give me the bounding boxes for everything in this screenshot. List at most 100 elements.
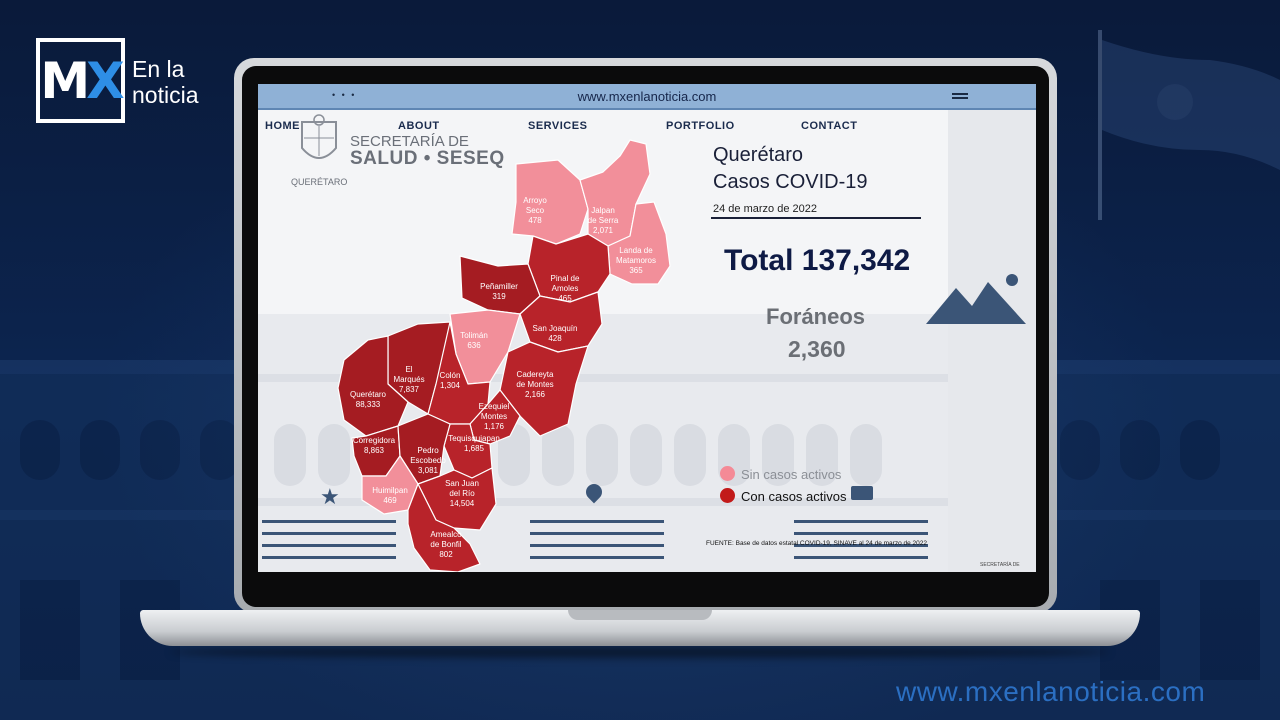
region-label: Jalpan de Serra 2,071 bbox=[588, 206, 619, 236]
region-label-value: 1,176 bbox=[483, 422, 505, 431]
region-label: San Joaquín 428 bbox=[533, 324, 578, 344]
info-title: Querétaro Casos COVID-19 bbox=[713, 142, 868, 196]
nav-contact[interactable]: CONTACT bbox=[801, 120, 858, 132]
legend-inactive-label: Sin casos activos bbox=[741, 467, 842, 482]
region-label: Colón 1,304 bbox=[440, 371, 461, 391]
region-label-value: 319 bbox=[492, 292, 506, 301]
region-label-name1: El bbox=[405, 365, 413, 374]
region-amealco[interactable] bbox=[407, 483, 481, 572]
region-label: Cadereyta de Montes 2,166 bbox=[516, 370, 553, 400]
nav-about[interactable]: ABOUT bbox=[398, 120, 440, 132]
region-label-value: 478 bbox=[528, 216, 542, 225]
region-label-name1: Tolimán bbox=[460, 331, 488, 340]
logo-mark: MX bbox=[40, 51, 124, 110]
laptop-screen: • • • www.mxenlanoticia.com HOME ABOUT S… bbox=[258, 84, 1036, 572]
region-label-name2: Matamoros bbox=[615, 256, 657, 265]
info-divider bbox=[711, 217, 921, 219]
region-label-value: 428 bbox=[548, 334, 562, 343]
region-label: Tequisquiapan 1,685 bbox=[448, 434, 500, 454]
region-label-name2: Marqués bbox=[393, 375, 425, 384]
mountain-icon bbox=[926, 274, 1026, 324]
region-label-name1: Amealco bbox=[430, 530, 462, 539]
nav-portfolio[interactable]: PORTFOLIO bbox=[666, 120, 735, 132]
region-label: El Marqués 7,837 bbox=[393, 365, 424, 395]
region-label-name1: Peñamiller bbox=[480, 282, 518, 291]
region-label: Corregidora 8,863 bbox=[353, 436, 395, 456]
region-queretaro[interactable] bbox=[337, 335, 409, 437]
legend-inactive-dot bbox=[720, 466, 735, 481]
region-landa-de-matamoros[interactable] bbox=[607, 201, 671, 285]
mx-logo: MX bbox=[36, 38, 125, 123]
seseq-subtitle: QUERÉTARO bbox=[291, 177, 348, 187]
region-arroyo-seco[interactable] bbox=[511, 159, 589, 245]
foraneos-label: Foráneos bbox=[766, 304, 866, 329]
nav-home[interactable]: HOME bbox=[265, 120, 300, 132]
seseq-title-line2: SALUD • SESEQ bbox=[350, 148, 505, 169]
region-label-value: 465 bbox=[558, 294, 572, 303]
window-controls[interactable]: • • • bbox=[332, 90, 357, 100]
region-label: San Juan del Río 14,504 bbox=[445, 479, 479, 509]
foraneos-value: 2,360 bbox=[788, 336, 846, 362]
region-label-name2: Escobedo bbox=[410, 456, 446, 465]
region-label-value: 1,304 bbox=[439, 381, 461, 390]
region-label-name2: Montes bbox=[480, 412, 508, 421]
region-label-value: 802 bbox=[439, 550, 453, 559]
total-cases: Total 137,342 bbox=[724, 244, 911, 277]
region-label-value: 14,504 bbox=[449, 499, 475, 508]
footer-text-placeholder-1 bbox=[262, 520, 396, 559]
footer-text-placeholder-3 bbox=[794, 520, 928, 559]
region-label-value: 469 bbox=[383, 496, 397, 505]
region-label-name2: de Bonfil bbox=[430, 540, 462, 549]
region-label-value: 2,071 bbox=[592, 226, 614, 235]
coat-of-arms-icon bbox=[301, 114, 337, 159]
region-label-name1: Tequisquiapan bbox=[448, 434, 500, 443]
logo-text: En la noticia bbox=[132, 56, 198, 108]
hamburger-menu-icon[interactable] bbox=[952, 93, 968, 99]
region-label-value: 7,837 bbox=[398, 385, 420, 394]
info-date: 24 de marzo de 2022 bbox=[713, 203, 817, 215]
region-label-name1: San Joaquín bbox=[532, 324, 578, 333]
region-label-name1: Pedro bbox=[417, 446, 439, 455]
region-label: Arroyo Seco 478 bbox=[523, 196, 547, 226]
region-label-value: 3,081 bbox=[417, 466, 439, 475]
star-icon[interactable]: ★ bbox=[320, 484, 340, 509]
region-label-value: 88,333 bbox=[355, 400, 381, 409]
region-label-name1: Corregidora bbox=[352, 436, 396, 445]
region-label: Landa de Matamoros 365 bbox=[616, 246, 656, 276]
region-label-name1: Pinal de bbox=[550, 274, 580, 283]
region-label-value: 8,863 bbox=[363, 446, 385, 455]
seseq-title-line1: SECRETARÍA DE bbox=[350, 133, 469, 150]
info-title-line2: Casos COVID-19 bbox=[713, 171, 868, 193]
region-label-name2: Seco bbox=[525, 206, 545, 215]
chat-icon[interactable] bbox=[851, 486, 873, 500]
region-label: Pedro Escobedo 3,081 bbox=[410, 446, 446, 476]
region-label-name1: Colón bbox=[439, 371, 461, 380]
region-label-name1: San Juan bbox=[445, 479, 479, 488]
region-label-name1: Ezequiel bbox=[478, 402, 510, 411]
region-label-name2: de Serra bbox=[587, 216, 619, 225]
region-label-value: 1,685 bbox=[463, 444, 485, 453]
footer-url[interactable]: www.mxenlanoticia.com bbox=[896, 676, 1206, 707]
corner-label: SECRETARÍA DE bbox=[980, 562, 1020, 568]
logo-line2: noticia bbox=[132, 82, 199, 108]
region-label: Amealco de Bonfil 802 bbox=[430, 530, 461, 560]
browser-url[interactable]: www.mxenlanoticia.com bbox=[577, 89, 717, 104]
laptop-shadow bbox=[170, 646, 1110, 658]
region-label-value: 2,166 bbox=[524, 390, 546, 399]
legend-active-label: Con casos activos bbox=[741, 489, 847, 504]
region-label: Querétaro 88,333 bbox=[350, 390, 386, 410]
region-label-value: 365 bbox=[629, 266, 643, 275]
region-label-name1: Cadereyta bbox=[516, 370, 554, 379]
source-note: FUENTE: Base de datos estatal COVID-19, … bbox=[706, 540, 927, 547]
region-label-name2: Amoles bbox=[551, 284, 579, 293]
region-label: Ezequiel Montes 1,176 bbox=[479, 402, 510, 432]
region-label-name2: de Montes bbox=[516, 380, 554, 389]
legend-active-dot bbox=[720, 488, 735, 503]
region-label: Tolimán 636 bbox=[460, 331, 488, 351]
right-sidebar-panel bbox=[948, 110, 1036, 572]
region-label-name1: Jalpan bbox=[591, 206, 615, 215]
browser-address-bar[interactable]: • • • www.mxenlanoticia.com bbox=[258, 84, 1036, 110]
nav-services[interactable]: SERVICES bbox=[528, 120, 588, 132]
region-label-name1: Huimilpan bbox=[372, 486, 408, 495]
flag-icon bbox=[1098, 30, 1280, 220]
